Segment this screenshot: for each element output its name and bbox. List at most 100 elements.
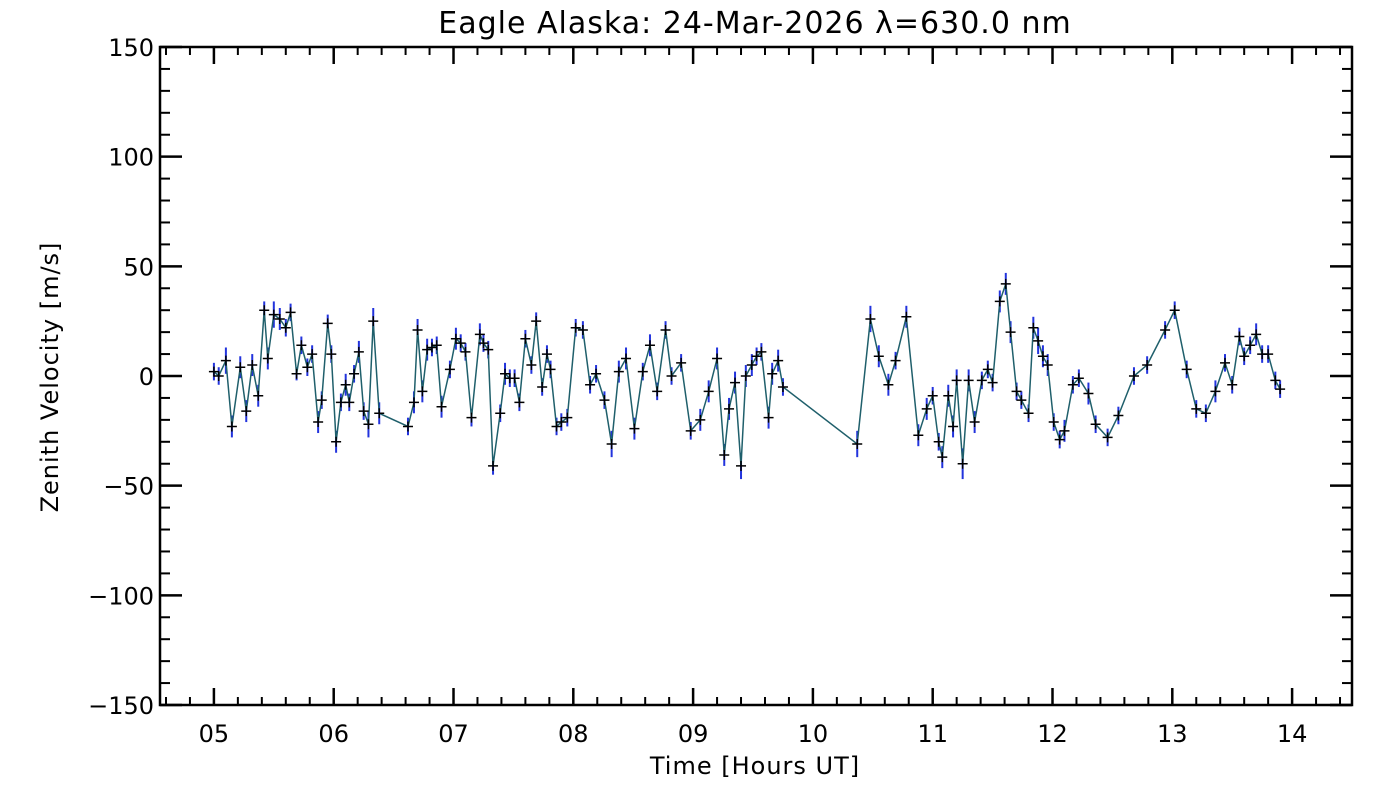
data-point (1220, 357, 1231, 368)
data-point (695, 414, 706, 425)
data-point (353, 346, 364, 357)
data-point (402, 421, 413, 432)
data-point (478, 338, 489, 349)
data-point (951, 375, 962, 386)
data-point (976, 375, 987, 386)
data-point (1090, 419, 1101, 430)
data-point (1000, 278, 1011, 289)
data-point (349, 368, 360, 379)
data-point (274, 313, 285, 324)
data-point (1011, 386, 1022, 397)
data-point (1102, 432, 1113, 443)
data-point (1083, 388, 1094, 399)
data-point (358, 406, 369, 417)
data-point (291, 368, 302, 379)
y-axis-label: Zenith Velocity [m/s] (36, 242, 64, 513)
data-point (730, 377, 741, 388)
data-point (296, 340, 307, 351)
x-tick-label: 10 (798, 720, 829, 748)
data-point (719, 449, 730, 460)
data-point (444, 364, 455, 375)
y-tick-label: −100 (88, 582, 154, 610)
data-point (220, 355, 231, 366)
data-point (500, 368, 511, 379)
data-point (927, 390, 938, 401)
plot-frame (158, 45, 1354, 707)
data-point (1251, 329, 1262, 340)
x-tick-label: 07 (438, 720, 469, 748)
data-point (637, 366, 648, 377)
data-point (562, 412, 573, 423)
data-point (455, 338, 466, 349)
x-tick-label: 08 (558, 720, 589, 748)
y-tick-label: 100 (108, 144, 154, 172)
data-point (644, 340, 655, 351)
data-point (417, 386, 428, 397)
data-point (285, 307, 296, 318)
data-point (426, 342, 437, 353)
data-point (226, 421, 237, 432)
data-point (344, 397, 355, 408)
chart-title: Eagle Alaska: 24-Mar-2026 λ=630.0 nm (438, 6, 1071, 41)
data-point (316, 395, 327, 406)
data-point (526, 360, 537, 371)
data-point (1073, 373, 1084, 384)
data-point (751, 351, 762, 362)
y-tick-label: 50 (123, 253, 154, 281)
data-point (374, 408, 385, 419)
x-tick-label: 09 (678, 720, 709, 748)
data-point (335, 397, 346, 408)
data-point (865, 313, 876, 324)
data-point (660, 324, 671, 335)
data-layer (208, 272, 1286, 480)
data-point (431, 340, 442, 351)
data-point (514, 397, 525, 408)
data-point (1023, 408, 1034, 419)
data-point (994, 296, 1005, 307)
data-point (235, 362, 246, 373)
data-point (520, 333, 531, 344)
data-point (241, 406, 252, 417)
data-point (756, 346, 767, 357)
data-point (1054, 434, 1065, 445)
data-point (883, 379, 894, 390)
data-point (450, 333, 461, 344)
data-point (1245, 340, 1256, 351)
data-point (509, 373, 520, 384)
data-point (570, 322, 581, 333)
data-point (1037, 351, 1048, 362)
data-point (736, 460, 747, 471)
data-point (1181, 364, 1192, 375)
data-point (666, 371, 677, 381)
data-point (982, 364, 993, 375)
data-point (1048, 417, 1059, 428)
data-point (1275, 384, 1286, 395)
data-point (685, 425, 696, 436)
data-point (253, 390, 264, 401)
data-point (921, 403, 932, 414)
data-point (483, 344, 494, 355)
x-tick-label: 05 (199, 720, 230, 748)
data-point (724, 403, 735, 414)
data-point (577, 324, 588, 335)
data-point (213, 371, 224, 381)
data-point (331, 436, 342, 447)
data-point (606, 438, 617, 449)
data-point (556, 417, 567, 428)
data-point (1113, 410, 1124, 421)
data-point (326, 349, 337, 360)
y-tick-label: 150 (108, 34, 154, 62)
x-tick-label: 06 (318, 720, 349, 748)
data-point (1239, 351, 1250, 362)
data-point (969, 417, 980, 428)
data-point (1270, 375, 1281, 386)
data-point (537, 381, 548, 392)
data-point (460, 346, 471, 357)
data-point (1234, 331, 1245, 342)
data-point (933, 436, 944, 447)
data-point (531, 316, 542, 327)
x-tick-label: 14 (1277, 720, 1308, 748)
y-tick-label: 0 (139, 363, 154, 391)
data-point (340, 379, 351, 390)
